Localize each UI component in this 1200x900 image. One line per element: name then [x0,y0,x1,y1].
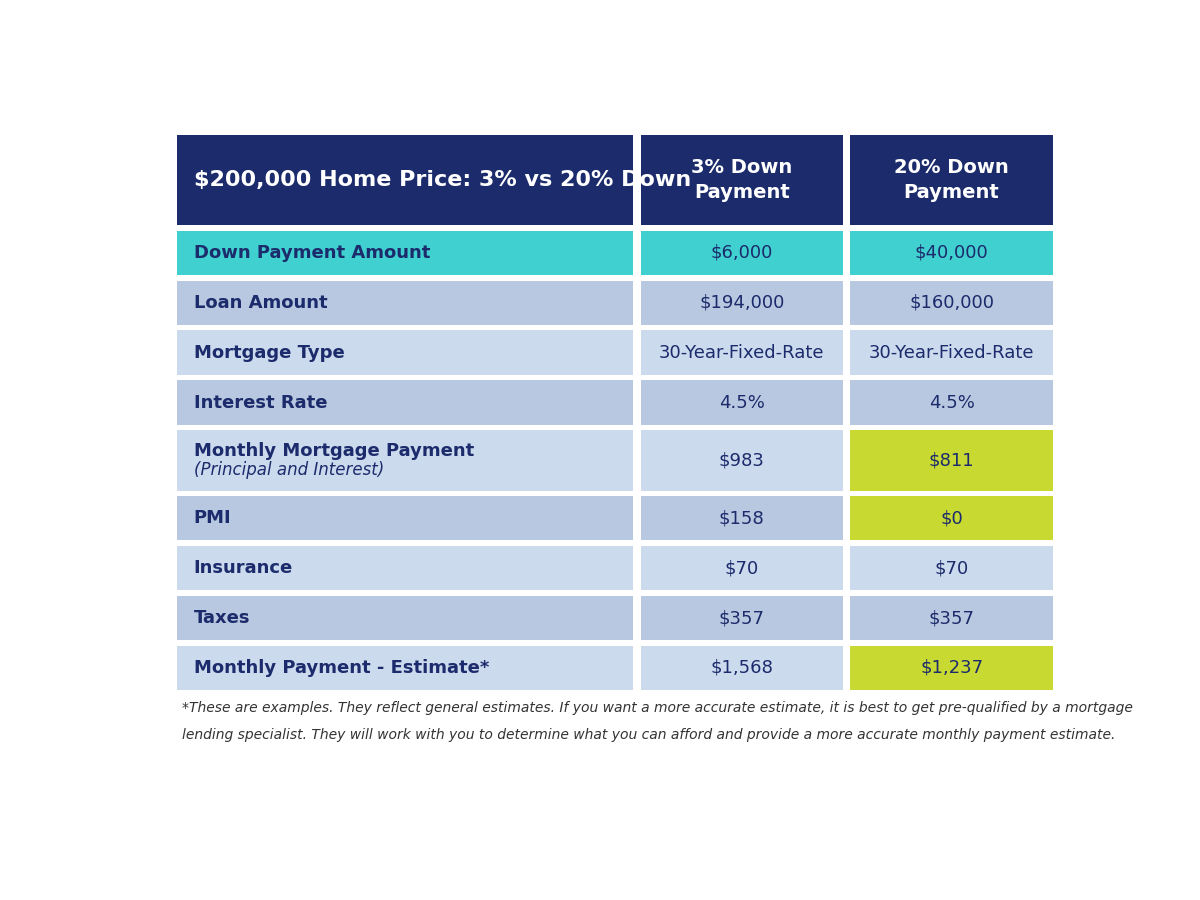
Text: $6,000: $6,000 [710,244,773,262]
Text: PMI: PMI [193,509,232,527]
Bar [641,330,842,374]
Text: Loan Amount: Loan Amount [193,293,328,311]
Text: Down Payment Amount: Down Payment Amount [193,244,430,262]
Bar [176,330,634,374]
Text: Interest Rate: Interest Rate [193,393,328,411]
Text: $70: $70 [725,559,758,577]
Text: $357: $357 [929,609,974,627]
Text: $357: $357 [719,609,764,627]
Bar [850,546,1054,590]
Bar [641,135,842,225]
Bar [176,135,634,225]
Text: 20% Down
Payment: 20% Down Payment [894,158,1009,202]
Bar [176,596,634,640]
Bar [641,381,842,425]
Bar [641,281,842,325]
Bar [176,546,634,590]
Text: $70: $70 [935,559,968,577]
Bar [176,496,634,540]
Bar [850,596,1054,640]
Bar [176,646,634,690]
Text: 4.5%: 4.5% [719,393,764,411]
Text: $158: $158 [719,509,764,527]
Text: Insurance: Insurance [193,559,293,577]
Bar [641,546,842,590]
Bar [850,281,1054,325]
Bar [850,135,1054,225]
Bar [176,381,634,425]
Text: 30-Year-Fixed-Rate: 30-Year-Fixed-Rate [659,344,824,362]
Text: $1,568: $1,568 [710,659,773,677]
Text: (Principal and Interest): (Principal and Interest) [193,461,384,479]
Text: Monthly Mortgage Payment: Monthly Mortgage Payment [193,442,474,460]
Bar [641,230,842,275]
Bar [850,330,1054,374]
Text: $1,237: $1,237 [920,659,983,677]
Bar [176,430,634,491]
Text: $200,000 Home Price: 3% vs 20% Down: $200,000 Home Price: 3% vs 20% Down [193,170,691,190]
Bar [850,430,1054,491]
Bar [850,381,1054,425]
Bar [641,596,842,640]
Text: $0: $0 [941,509,962,527]
Text: $811: $811 [929,452,974,470]
Text: $160,000: $160,000 [910,293,994,311]
Text: lending specialist. They will work with you to determine what you can afford and: lending specialist. They will work with … [181,727,1115,742]
Text: 3% Down
Payment: 3% Down Payment [691,158,792,202]
Text: Taxes: Taxes [193,609,251,627]
Text: Monthly Payment - Estimate*: Monthly Payment - Estimate* [193,659,490,677]
Text: $40,000: $40,000 [914,244,989,262]
Bar [641,496,842,540]
Bar [176,281,634,325]
Bar [850,230,1054,275]
Text: $194,000: $194,000 [700,293,785,311]
Bar [176,230,634,275]
Text: 4.5%: 4.5% [929,393,974,411]
Text: 30-Year-Fixed-Rate: 30-Year-Fixed-Rate [869,344,1034,362]
Bar [850,496,1054,540]
Bar [641,430,842,491]
Bar [641,646,842,690]
Text: Mortgage Type: Mortgage Type [193,344,344,362]
Text: $983: $983 [719,452,764,470]
Text: *These are examples. They reflect general estimates. If you want a more accurate: *These are examples. They reflect genera… [181,701,1133,716]
Bar [850,646,1054,690]
